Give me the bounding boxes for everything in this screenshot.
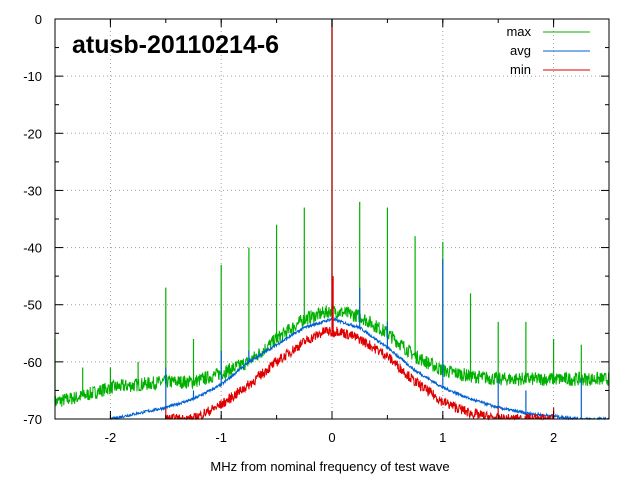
x-tick-label: -2 — [105, 430, 117, 445]
y-tick-label: -40 — [23, 241, 42, 256]
x-axis-label: MHz from nominal frequency of test wave — [210, 459, 449, 474]
y-tick-label: -10 — [23, 69, 42, 84]
legend-label-min: min — [510, 62, 531, 77]
axis-ticks: -2 -1 0 1 20-10-20-30-40-50-60-70 — [23, 12, 610, 445]
y-tick-label: -20 — [23, 126, 42, 141]
legend: max avg min — [506, 24, 590, 77]
y-tick-label: -70 — [23, 412, 42, 427]
legend-label-avg: avg — [510, 43, 531, 58]
y-tick-label: -60 — [23, 355, 42, 370]
series-line-avg — [110, 316, 610, 421]
y-tick-label: -30 — [23, 183, 42, 198]
y-tick-label: 0 — [35, 12, 42, 27]
y-tick-label: -50 — [23, 298, 42, 313]
legend-label-max: max — [506, 24, 531, 39]
x-tick-label: 1 — [439, 430, 446, 445]
x-tick-label: 2 — [550, 430, 557, 445]
x-tick-label: -1 — [215, 430, 227, 445]
chart-title: atusb-20110214-6 — [72, 31, 279, 59]
x-tick-label: 0 — [328, 430, 335, 445]
